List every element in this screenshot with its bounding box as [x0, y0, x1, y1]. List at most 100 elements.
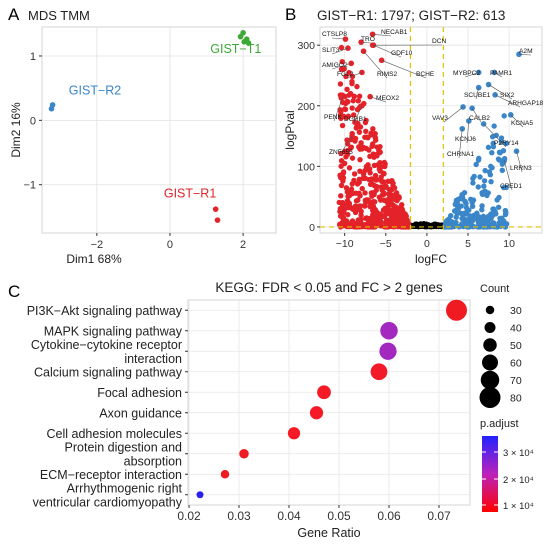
- point-down: [361, 222, 367, 229]
- point-up: [485, 213, 491, 220]
- y-tick-label-b: 200: [297, 101, 315, 113]
- point-down: [377, 159, 383, 166]
- point-up: [459, 215, 465, 222]
- point-down: [367, 153, 373, 160]
- legend-color-label: 1 × 10⁴: [503, 501, 534, 512]
- point-down: [338, 158, 345, 164]
- gene-label-line: [372, 33, 392, 37]
- point-down: [356, 129, 363, 135]
- legend-count-dot: [485, 305, 495, 315]
- bubble-2: [379, 342, 397, 360]
- point-up: [491, 123, 497, 129]
- gene-label-line: [518, 53, 532, 56]
- point-up: [503, 140, 509, 147]
- point-down: [338, 193, 344, 199]
- point-gist-r1: [214, 217, 221, 223]
- gene-label-line: [331, 37, 346, 40]
- point-gist-t1: [245, 40, 252, 46]
- x-tick-label-c: 0.03: [227, 509, 251, 523]
- gene-label-line: [381, 60, 427, 79]
- point-up: [470, 197, 477, 203]
- point-down: [374, 144, 380, 150]
- gene-label-penk: PENK: [324, 114, 343, 121]
- point-down: [365, 162, 371, 168]
- x-axis-label-a: Dim1 68%: [66, 252, 122, 266]
- point-up: [470, 180, 476, 186]
- plot-area-b: [319, 26, 543, 234]
- point-up: [502, 211, 509, 218]
- gene-label-necab1: NECAB1: [381, 29, 408, 36]
- point-down: [337, 206, 343, 212]
- plot-area-a: [41, 26, 277, 234]
- category-label: ECM−receptor interaction: [40, 468, 182, 482]
- point-down: [356, 93, 363, 99]
- point-down: [348, 223, 354, 229]
- x-tick-label-b: 0: [424, 238, 430, 250]
- point-up: [477, 174, 483, 180]
- point-down: [390, 180, 396, 186]
- point-down: [386, 219, 392, 226]
- legend-color-label: 2 × 10⁴: [503, 475, 534, 486]
- x-tick-label-c: 0.04: [277, 509, 301, 523]
- point-down: [339, 122, 346, 129]
- point-up: [493, 132, 499, 139]
- point-down: [337, 172, 343, 178]
- point-down: [352, 119, 358, 125]
- x-tick-label-b: −5: [380, 238, 392, 250]
- point-up: [499, 167, 506, 174]
- point-down: [373, 210, 379, 216]
- legend-count-dot: [484, 322, 496, 333]
- point-up: [496, 194, 502, 201]
- category-label: Cytokine−cytokine receptor: [31, 338, 182, 352]
- gene-label-vav3: VAV3: [432, 115, 448, 122]
- point-down: [349, 181, 355, 187]
- category-label: ventricular cardiomyopathy: [33, 495, 183, 509]
- gene-label-line: [353, 105, 363, 124]
- point-up: [488, 178, 494, 185]
- point-down: [336, 199, 342, 206]
- point-down: [339, 59, 345, 65]
- point-up: [466, 207, 472, 213]
- gene-label-dcn: DCN: [432, 38, 447, 45]
- point-down: [353, 198, 360, 204]
- point-down: [369, 143, 375, 150]
- point-up: [495, 156, 502, 162]
- x-tick-label-b: 5: [465, 238, 471, 250]
- point-down: [346, 165, 353, 171]
- point-down: [378, 213, 385, 220]
- legend-count-label: 40: [510, 323, 522, 335]
- point-up: [452, 223, 459, 229]
- point-down: [368, 190, 375, 196]
- bubble-1: [380, 322, 398, 340]
- point-down: [383, 183, 389, 190]
- gene-label-calb2: CALB2: [469, 115, 490, 122]
- point-up: [484, 192, 490, 199]
- point-down: [351, 171, 358, 177]
- category-label: Arrhythmogenic right: [67, 481, 183, 495]
- point-down: [390, 192, 396, 198]
- point-down: [352, 138, 358, 144]
- point-down: [341, 66, 347, 72]
- gene-label-line: [443, 106, 464, 123]
- bubble-3: [370, 363, 388, 381]
- point-up: [479, 207, 485, 213]
- category-label: Protein digestion and: [65, 440, 182, 454]
- bubble-0: [446, 299, 467, 321]
- point-down: [362, 175, 369, 182]
- point-down: [363, 128, 369, 135]
- legend-count-label: 60: [510, 358, 522, 370]
- bubble-4: [317, 385, 331, 400]
- point-down: [358, 208, 364, 215]
- title-c: KEGG: FDR < 0.05 and FC > 2 genes: [215, 280, 443, 295]
- point-up: [459, 191, 465, 198]
- legend-count-dot: [479, 387, 501, 408]
- legend-colorbar: [482, 436, 498, 512]
- point-down: [341, 209, 347, 215]
- point-up: [475, 219, 482, 226]
- point-labeled: [349, 133, 355, 139]
- point-down: [385, 178, 391, 185]
- point-up: [473, 161, 479, 168]
- point-labeled: [466, 118, 472, 124]
- point-down: [350, 98, 356, 104]
- point-down: [343, 154, 349, 160]
